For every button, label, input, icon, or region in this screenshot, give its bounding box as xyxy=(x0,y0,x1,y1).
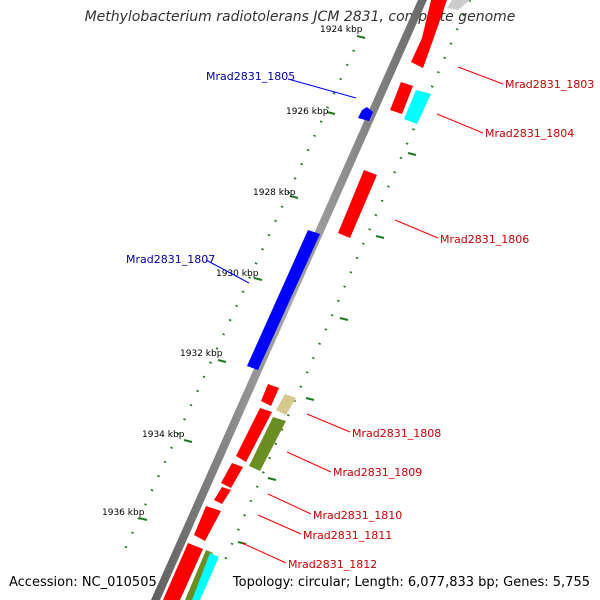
gene-cyan-bottom[interactable] xyxy=(192,553,219,600)
tick-label: 1926 kbp xyxy=(286,107,329,117)
gene-label-1812[interactable]: Mrad2831_1812 xyxy=(288,558,377,571)
gene-mrad2831-1803[interactable] xyxy=(411,0,447,68)
gene-label-1804[interactable]: Mrad2831_1804 xyxy=(485,127,574,140)
gene-mrad2831-1808[interactable] xyxy=(276,394,296,415)
gene-grey-top xyxy=(447,0,470,10)
leader-lines xyxy=(205,66,504,564)
gene-mrad2831-1810[interactable] xyxy=(221,463,243,488)
gene-mrad2831-1812[interactable] xyxy=(194,506,221,541)
gene-mrad2831-1809-red[interactable] xyxy=(236,408,272,462)
tick-label: 1928 kbp xyxy=(253,188,296,198)
tick-label: 1934 kbp xyxy=(142,430,185,440)
tick-marks xyxy=(138,35,417,545)
gene-label-1810[interactable]: Mrad2831_1810 xyxy=(313,509,402,522)
tick-label: 1936 kbp xyxy=(102,508,145,518)
gene-red-bottom[interactable] xyxy=(163,543,203,600)
gene-mrad2831-1809[interactable] xyxy=(249,417,286,471)
gene-mrad2831-1804[interactable] xyxy=(404,90,431,124)
gene-mrad2831-1805[interactable] xyxy=(358,107,373,121)
gene-label-1807[interactable]: Mrad2831_1807 xyxy=(126,253,215,266)
topology-label: Topology: circular; Length: 6,077,833 bp… xyxy=(232,575,590,590)
gene-mrad2831-1808-red[interactable] xyxy=(261,384,279,406)
accession-label: Accession: NC_010505 xyxy=(9,575,157,590)
tick-label: 1924 kbp xyxy=(320,25,363,35)
gene-label-1805[interactable]: Mrad2831_1805 xyxy=(206,70,295,83)
gene-olive-bottom[interactable] xyxy=(185,550,213,600)
tick-label: 1932 kbp xyxy=(180,349,223,359)
gene-mrad2831-1804-red[interactable] xyxy=(390,82,413,114)
tick-label: 1930 kbp xyxy=(216,269,259,279)
gene-label-1811[interactable]: Mrad2831_1811 xyxy=(303,529,392,542)
gene-label-1806[interactable]: Mrad2831_1806 xyxy=(440,233,529,246)
gene-label-1809[interactable]: Mrad2831_1809 xyxy=(333,466,422,479)
gene-mrad2831-1807[interactable] xyxy=(247,230,320,370)
gene-mrad2831-1811[interactable] xyxy=(214,487,231,504)
inner-dotted-track xyxy=(118,49,356,561)
gene-label-1803[interactable]: Mrad2831_1803 xyxy=(505,78,594,91)
gene-mrad2831-1806[interactable] xyxy=(338,170,377,238)
gene-label-1808[interactable]: Mrad2831_1808 xyxy=(352,427,441,440)
map-title: Methylobacterium radiotolerans JCM 2831,… xyxy=(84,9,516,25)
